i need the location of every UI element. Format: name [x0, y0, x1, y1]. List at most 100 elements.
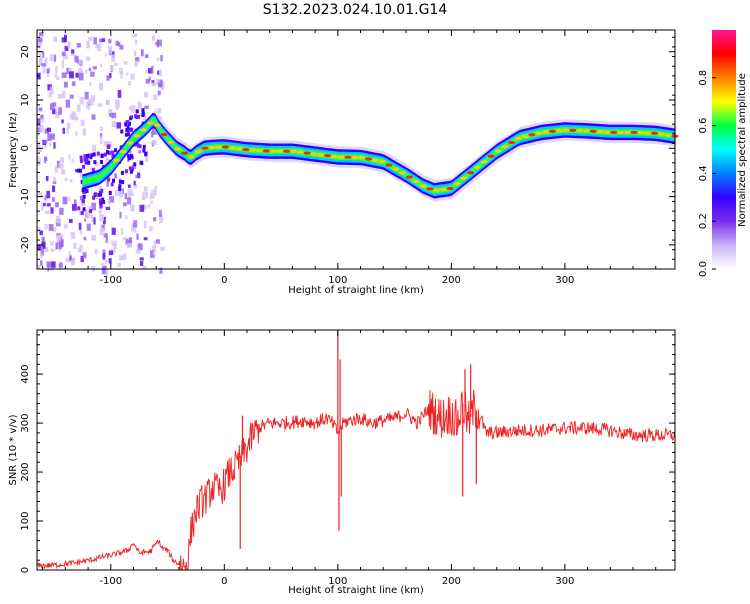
spectrogram-speckle: [122, 202, 127, 207]
spectrogram-speckle: [148, 204, 151, 209]
spectrogram-hotspot: [569, 128, 577, 132]
snr-x-tick-label: -100: [99, 576, 122, 587]
spectrogram-speckle: [75, 72, 79, 78]
spectrogram-hotspot: [528, 133, 536, 137]
spectrogram-speckle: [54, 73, 58, 78]
spectrogram-hotspot: [215, 145, 223, 149]
spectrogram-speckle: [149, 250, 155, 258]
spectrogram-speckle: [131, 223, 134, 232]
spectrogram-speckle: [50, 241, 54, 246]
spectrogram-blob: [79, 155, 83, 160]
spectrogram-speckle: [42, 241, 46, 249]
snr-plot-area: [37, 330, 675, 570]
spectrogram-speckle: [43, 140, 48, 144]
spectrogram-blob: [129, 169, 133, 174]
spectrogram-speckle: [71, 159, 74, 163]
spectrogram-blob: [121, 180, 125, 185]
spectrogram-speckle: [60, 234, 64, 238]
spectrogram-hotspot: [112, 158, 120, 162]
spectrogram-blob: [91, 167, 95, 172]
spectrogram-speckle: [117, 41, 121, 47]
spectrogram-speckle: [77, 68, 83, 73]
spectrogram-speckle: [157, 70, 160, 75]
spectrogram-speckle: [151, 131, 154, 138]
spectrogram-speckle: [58, 262, 63, 268]
spectrogram-speckle: [108, 73, 112, 79]
spectrogram-speckle: [61, 119, 64, 124]
spectrogram-speckle: [72, 112, 77, 120]
spectrogram-speckle: [144, 191, 148, 199]
spectrogram-blob: [77, 206, 81, 211]
spectrogram-blob: [107, 151, 111, 156]
spectrogram-speckle: [75, 131, 78, 137]
spectrogram-speckle: [52, 196, 55, 202]
spectrogram-speckle: [49, 86, 54, 95]
snr-y-tick-label: 0: [20, 567, 31, 573]
spectrogram-speckle: [50, 133, 56, 140]
spectrogram-speckle: [43, 247, 49, 252]
spectrogram-speckle: [81, 201, 86, 206]
spectrogram-speckle: [154, 185, 158, 189]
spectrogram-speckle: [152, 217, 157, 222]
spectrogram-blob: [130, 115, 134, 120]
spectrogram-speckle: [68, 67, 72, 75]
spectrogram-speckle: [87, 105, 91, 111]
spectrogram-speckle: [137, 243, 143, 251]
spectrogram-speckle: [76, 43, 81, 48]
spectrogram-speckle: [122, 253, 127, 260]
spectrogram-blob: [140, 161, 144, 166]
spectrogram-speckle: [109, 113, 114, 117]
spectrogram-blob: [127, 156, 131, 161]
spectrogram-blob: [128, 128, 132, 133]
spectrogram-speckle: [105, 235, 108, 243]
spectrogram-hotspot: [555, 128, 563, 133]
spectrogram-speckle: [152, 140, 157, 145]
spectrogram-speckle: [108, 38, 112, 44]
spectrogram-speckle: [158, 69, 162, 77]
spectrogram-blob: [82, 194, 86, 199]
spectrogram-hotspot: [637, 131, 645, 135]
spectrogram-speckle: [150, 200, 153, 204]
spectrogram-speckle: [101, 262, 105, 267]
spectrogram-speckle: [62, 54, 68, 60]
spectrogram-speckle: [131, 164, 136, 170]
spectrogram-speckle: [122, 236, 126, 240]
spectrogram-speckle: [67, 41, 71, 48]
spectrogram-speckle: [64, 46, 69, 52]
snr-series-line: [36, 389, 675, 571]
spectrogram-speckle: [45, 175, 49, 182]
spectrogram-speckle: [79, 244, 83, 253]
spectrogram-blob: [124, 169, 128, 174]
spectrogram-speckle: [42, 65, 46, 74]
spectrogram-speckle: [74, 55, 77, 63]
spectrogram-speckle: [52, 185, 56, 193]
spectrogram-hotspot: [473, 165, 481, 169]
spectrogram-blob: [141, 111, 145, 116]
spectrogram-speckle: [134, 60, 139, 67]
spectrogram-speckle: [76, 56, 79, 64]
spectrogram-speckle: [91, 214, 94, 223]
spectrogram-speckle: [38, 37, 43, 43]
spectrogram-speckle: [139, 257, 144, 261]
spectrogram-speckle: [39, 230, 43, 236]
spectrogram-speckle: [142, 266, 147, 270]
spectrogram-speckle: [114, 173, 117, 179]
spectrogram-speckle: [125, 215, 128, 220]
spectrogram-x-label: Height of straight line (km): [288, 285, 424, 296]
spectrogram-speckle: [151, 82, 156, 87]
spectrogram-speckle: [49, 142, 52, 147]
spectrogram-speckle: [106, 100, 110, 105]
spectrogram-speckle: [56, 160, 60, 168]
spectrogram-blob: [80, 210, 84, 215]
spectrogram-hotspot: [303, 151, 311, 155]
spectrogram-hotspot: [480, 160, 488, 164]
spectrogram-speckle: [53, 176, 56, 183]
spectrogram-speckle: [151, 80, 155, 85]
colorbar-tick-label: 0.0: [698, 261, 709, 277]
spectrogram-speckle: [41, 63, 46, 67]
spectrogram-speckle: [161, 86, 165, 91]
spectrogram-blob: [94, 192, 98, 197]
snr-x-label: Height of straight line (km): [288, 585, 424, 596]
spectrogram-speckle: [79, 170, 83, 179]
